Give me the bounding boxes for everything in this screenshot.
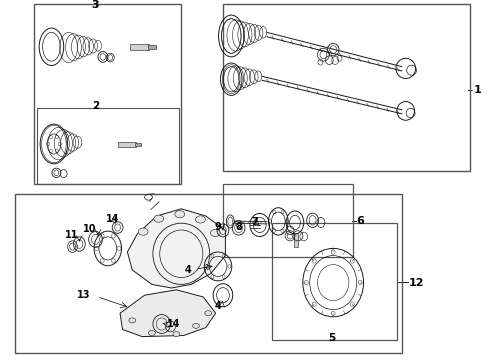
Text: 10: 10 xyxy=(83,224,97,234)
Circle shape xyxy=(129,318,136,323)
Bar xyxy=(34,4,181,184)
Text: 4: 4 xyxy=(215,301,221,311)
Circle shape xyxy=(211,229,220,237)
Circle shape xyxy=(138,228,148,235)
Circle shape xyxy=(173,332,180,337)
Text: 7: 7 xyxy=(251,217,258,228)
Bar xyxy=(37,108,179,184)
Text: 5: 5 xyxy=(329,333,336,343)
Bar xyxy=(223,184,353,257)
Text: 8: 8 xyxy=(236,222,243,232)
Text: 3: 3 xyxy=(92,0,99,10)
Circle shape xyxy=(193,323,199,328)
Bar xyxy=(135,143,141,146)
Text: 6: 6 xyxy=(357,216,365,226)
Circle shape xyxy=(205,311,212,316)
Text: 4: 4 xyxy=(184,265,191,275)
Circle shape xyxy=(148,330,155,336)
Bar xyxy=(130,44,149,50)
Bar xyxy=(15,194,402,353)
Polygon shape xyxy=(120,290,216,337)
Text: 9: 9 xyxy=(215,222,221,232)
Bar xyxy=(118,142,136,147)
Text: 14: 14 xyxy=(106,214,120,224)
Text: 12: 12 xyxy=(409,278,425,288)
Bar xyxy=(272,223,397,340)
Circle shape xyxy=(196,216,205,223)
Bar xyxy=(294,233,298,247)
Bar xyxy=(148,45,156,49)
Polygon shape xyxy=(127,209,225,288)
Text: 13: 13 xyxy=(77,290,91,300)
Circle shape xyxy=(154,215,164,222)
Bar xyxy=(223,4,470,171)
Text: 2: 2 xyxy=(92,101,99,111)
Text: 14: 14 xyxy=(167,319,180,329)
Text: 1: 1 xyxy=(473,85,481,95)
Text: 11: 11 xyxy=(65,230,78,240)
Circle shape xyxy=(175,211,185,218)
